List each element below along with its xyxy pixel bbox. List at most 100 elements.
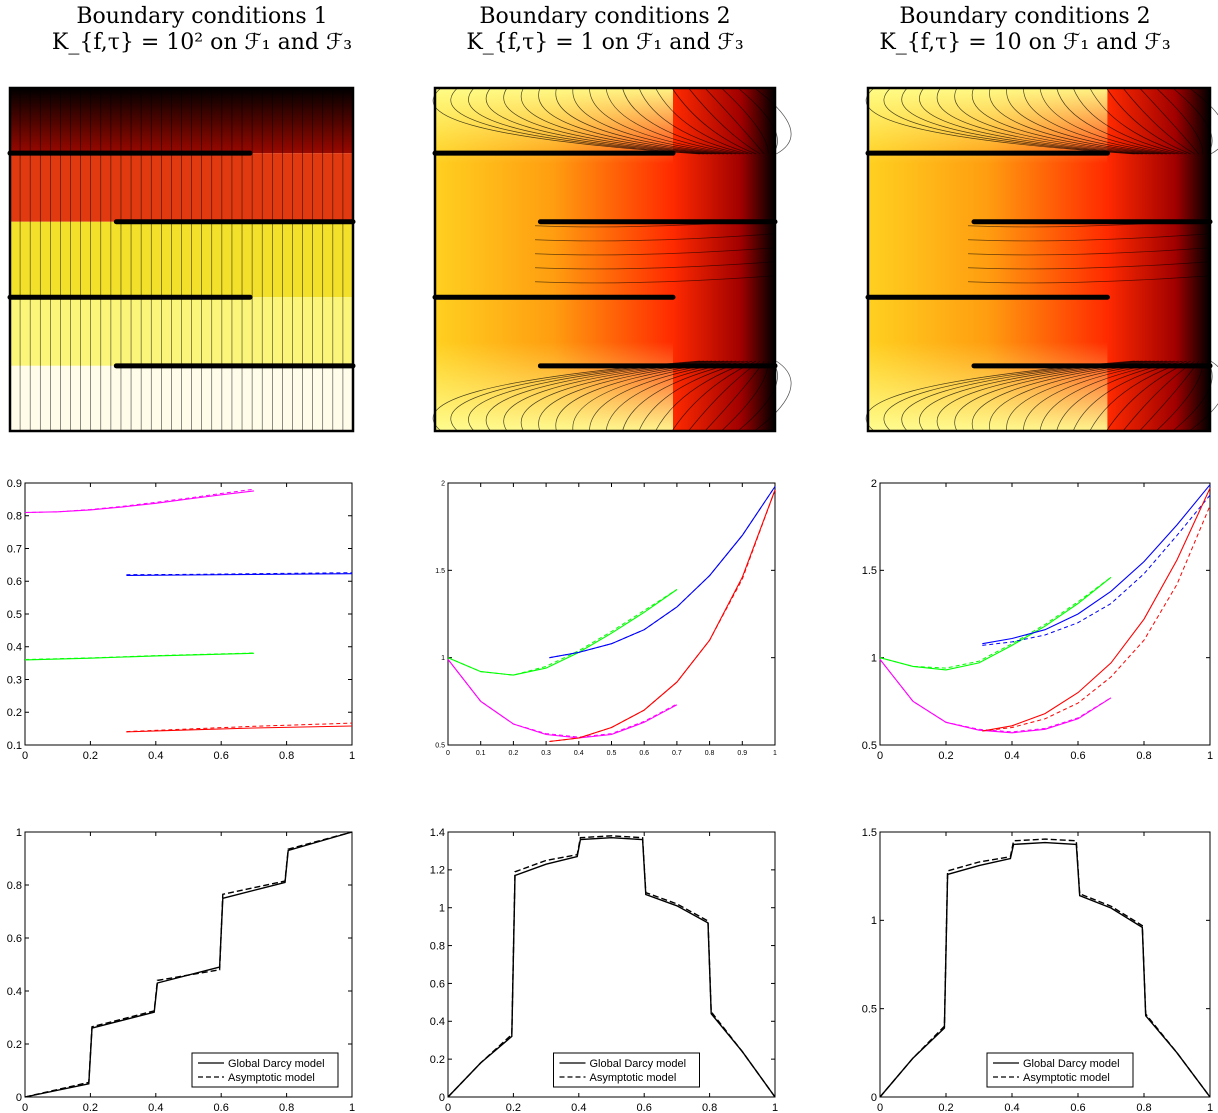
legend-label: Global Darcy model — [1023, 1058, 1120, 1070]
series-line-green — [447, 589, 678, 676]
x-tick-label: 0.8 — [279, 750, 294, 762]
y-tick-label: 0.2 — [430, 1054, 445, 1066]
series-line-asymptotic — [24, 831, 353, 1098]
y-tick-label: 2 — [441, 480, 445, 487]
y-tick-label: 1 — [871, 653, 877, 665]
legend-label: Asymptotic model — [590, 1072, 677, 1084]
streamline — [721, 87, 769, 155]
line-chart-panel-1: 0 0.2 0.4 0.6 0.8 1 0.1 0.2 0.3 0.4 0.5 0.6 0.7 0.8 0.… — [7, 478, 355, 762]
streamline — [503, 87, 717, 155]
streamline — [883, 87, 1139, 155]
y-tick-label: 0.5 — [7, 609, 22, 621]
series-line-red — [982, 487, 1211, 732]
x-tick-label: 0.4 — [1004, 1102, 1019, 1113]
heatmap-frame — [866, 86, 1212, 433]
y-tick-label: 0.9 — [7, 478, 22, 490]
x-tick-label: 0.2 — [509, 750, 519, 757]
legend-label: Asymptotic model — [228, 1072, 315, 1084]
legend-label: Global Darcy model — [228, 1058, 325, 1070]
y-tick-label: 0.4 — [430, 1016, 445, 1028]
x-tick-label: 0.8 — [1136, 1102, 1151, 1113]
streamline — [954, 87, 1155, 155]
legend: Global Darcy model Asymptotic model — [191, 1052, 339, 1088]
streamline — [1122, 87, 1195, 155]
streamline — [754, 360, 792, 432]
x-tick-label: 0.4 — [1004, 750, 1019, 762]
y-tick-label: 0.5 — [435, 742, 445, 749]
y-tick-label: 0.6 — [430, 978, 445, 990]
series-line-asymptotic — [447, 835, 776, 1098]
x-tick-label: 0.4 — [148, 750, 163, 762]
x-tick-label: 0.2 — [938, 1102, 953, 1113]
y-tick-label: 0.8 — [430, 940, 445, 952]
y-tick-label: 1 — [439, 903, 445, 915]
series-line-red-asymptotic — [549, 489, 776, 742]
streamline — [1155, 87, 1204, 155]
y-tick-label: 0.2 — [7, 1039, 22, 1051]
x-tick-label: 0.7 — [672, 750, 682, 757]
heatmap-frame — [8, 86, 355, 433]
streamline — [1139, 87, 1200, 155]
x-tick-label: 0 — [445, 1102, 451, 1113]
series-line-red-asymptotic — [982, 505, 1211, 732]
y-tick-label: 1.5 — [862, 827, 877, 839]
column-title-1: Boundary conditions 1 K_{f,τ} = 10² on ℱ… — [2, 4, 402, 56]
x-tick-label: 0.1 — [476, 750, 486, 757]
streamline — [1072, 87, 1183, 155]
x-tick-label: 1 — [349, 1102, 355, 1113]
streamline — [432, 87, 701, 155]
x-tick-label: 0.2 — [938, 750, 953, 762]
series-line-green — [879, 576, 1112, 671]
streamline — [967, 261, 1211, 270]
y-tick-label: 0.3 — [7, 674, 22, 686]
plot-frame — [24, 482, 353, 746]
legend-label: Global Darcy model — [590, 1058, 687, 1070]
y-tick-label: 0 — [16, 1092, 22, 1104]
legend-box — [553, 1052, 700, 1088]
series-line-red-asymptotic — [126, 722, 353, 733]
streamline — [1023, 87, 1171, 155]
series-line-blue-asymptotic — [549, 486, 776, 659]
legend: Global Darcy model Asymptotic model — [986, 1052, 1134, 1088]
line-chart-panel-5: 0 0.2 0.4 0.6 0.8 1 0 0.2 0.4 0.6 0.8 1 1.2 1.4 Global… — [430, 827, 778, 1113]
x-tick-label: 0 — [446, 750, 450, 757]
streamline — [572, 87, 733, 155]
y-tick-label: 2 — [871, 478, 877, 490]
x-tick-label: 0 — [22, 1102, 28, 1113]
streamline — [1056, 87, 1179, 155]
x-tick-label: 1 — [349, 750, 355, 762]
series-line-blue — [126, 573, 353, 576]
x-tick-label: 0.6 — [639, 750, 649, 757]
series-line-blue-asymptotic — [126, 572, 353, 576]
heatmap-panel-1 — [7, 86, 356, 433]
y-tick-label: 1 — [871, 915, 877, 927]
streamline — [1106, 87, 1191, 155]
x-tick-label: 0.4 — [574, 750, 584, 757]
streamline — [655, 87, 753, 155]
y-tick-label: 1 — [441, 655, 445, 662]
y-tick-label: 0.4 — [7, 642, 22, 654]
x-tick-label: 0.6 — [214, 750, 229, 762]
column-title-3-line2: K_{f,τ} = 10 on ℱ₁ and ℱ₃ — [879, 30, 1171, 55]
streamline — [485, 87, 713, 155]
streamline — [671, 87, 757, 155]
x-tick-label: 0.3 — [541, 750, 551, 757]
heatmap-glow — [435, 341, 673, 431]
x-tick-label: 0 — [22, 750, 28, 762]
y-tick-label: 0.1 — [7, 740, 22, 752]
column-title-3: Boundary conditions 2 K_{f,τ} = 10 on ℱ₁… — [825, 4, 1218, 56]
column-title-2-line1: Boundary conditions 2 — [479, 4, 731, 29]
legend: Global Darcy model Asymptotic model — [553, 1052, 700, 1088]
y-tick-label: 1 — [16, 827, 22, 839]
streamline — [638, 87, 749, 155]
x-tick-label: 1 — [773, 750, 777, 757]
x-tick-label: 0 — [877, 750, 883, 762]
heatmap-glow — [868, 341, 1108, 431]
streamline — [971, 87, 1159, 155]
streamline — [520, 87, 721, 155]
x-tick-label: 0.2 — [506, 1102, 521, 1113]
x-tick-label: 0.2 — [83, 1102, 98, 1113]
y-tick-label: 1.5 — [435, 568, 445, 575]
heatmap-frame — [433, 86, 777, 433]
